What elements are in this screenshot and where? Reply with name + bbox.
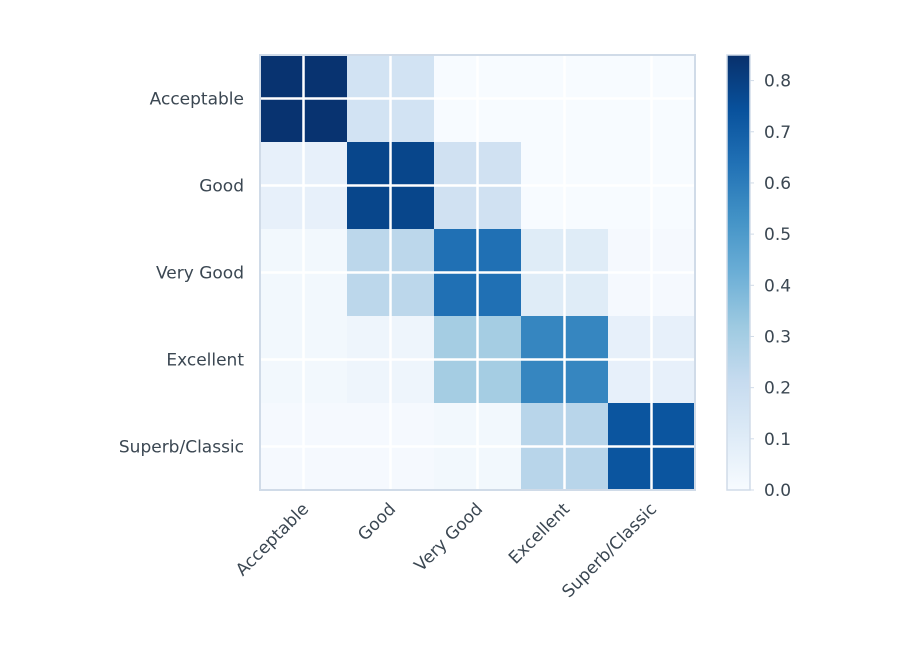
colorbar-tick-label: 0.5: [764, 225, 791, 245]
heatmap-gridlines: [260, 55, 695, 490]
colorbar-ticks: 0.0 0.1 0.2 0.3 0.4 0.5 0.6 0.7 0.8: [750, 72, 791, 501]
x-tick-labels: Acceptable Good Very Good ExcellentSuperb/C…: [232, 499, 661, 602]
x-tick-label: Acceptable: [232, 499, 313, 580]
colorbar-tick-label: 0.1: [764, 430, 791, 450]
x-tick-label: Superb/Classic: [558, 499, 661, 602]
y-tick-label: Very Good: [156, 264, 244, 284]
y-tick-label: Excellent: [166, 351, 244, 371]
colorbar-tick-label: 0.7: [764, 123, 791, 143]
x-tick-label: Good: [354, 499, 400, 545]
x-tick-label: Very Good: [411, 499, 487, 575]
colorbar-tick-label: 0.3: [764, 327, 791, 347]
y-tick-labels: Acceptable Good Very Good Excellent Superb/C…: [119, 90, 244, 458]
colorbar-tick-label: 0.4: [764, 276, 791, 296]
colorbar: [726, 54, 751, 491]
y-tick-label: Acceptable: [150, 90, 244, 110]
y-tick-label: Superb/Classic: [119, 438, 244, 458]
colorbar-tick-label: 0.0: [764, 481, 791, 501]
x-tick-label: Excellent: [505, 499, 574, 568]
colorbar-tick-label: 0.8: [764, 72, 791, 92]
colorbar-tick-label: 0.2: [764, 379, 791, 399]
colorbar-tick-label: 0.6: [764, 174, 791, 194]
y-tick-label: Good: [199, 177, 244, 197]
plot-frame: [259, 54, 696, 491]
